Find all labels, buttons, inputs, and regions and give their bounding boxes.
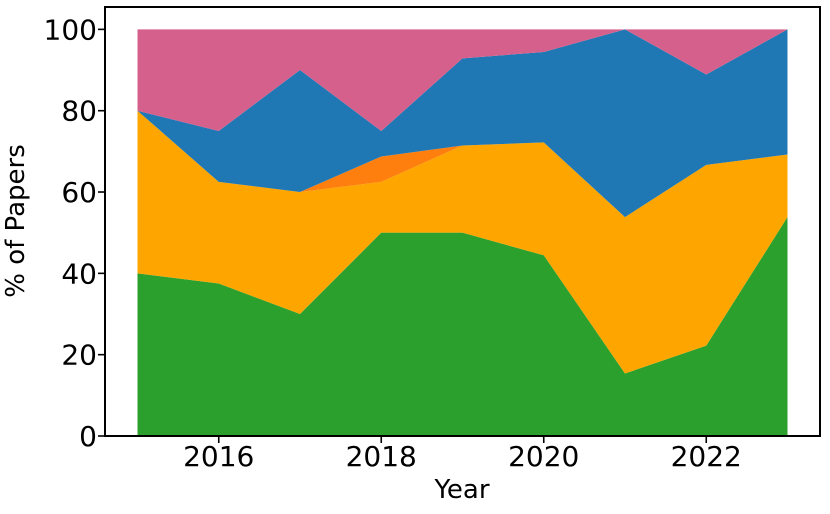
area-pink: [137, 29, 788, 132]
x-axis-label: Year: [433, 475, 489, 505]
x-tick-label: 2016: [183, 440, 254, 473]
y-tick-label: 60: [61, 176, 97, 209]
x-tick-label: 2018: [346, 440, 417, 473]
y-axis-label: % of Papers: [1, 144, 31, 297]
y-tick-label: 80: [61, 95, 97, 128]
area-orange: [137, 110, 788, 374]
x-tick-label: 2020: [508, 440, 579, 473]
chart-areas: [137, 29, 788, 436]
x-axis-ticks: 2016 2018 2020 2022: [183, 436, 742, 473]
y-tick-label: 20: [61, 339, 97, 372]
area-green: [137, 217, 788, 436]
y-tick-label: 100: [44, 13, 97, 46]
y-axis-ticks: 0 20 40 60 80 100: [44, 13, 105, 453]
x-tick-label: 2022: [671, 440, 742, 473]
axes-frame: [104, 6, 821, 437]
y-tick-label: 0: [79, 420, 97, 453]
y-tick-label: 40: [61, 257, 97, 290]
area-blue: [137, 29, 788, 218]
